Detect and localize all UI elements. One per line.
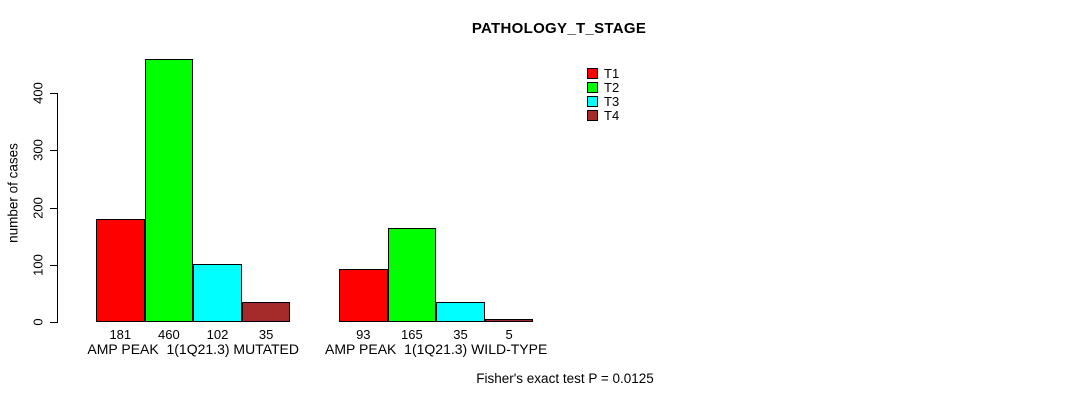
legend-item-t1: T1 — [587, 66, 619, 81]
legend-label-t3: T3 — [604, 94, 620, 109]
y-tick-mark — [50, 264, 58, 266]
y-tick-mark — [50, 93, 58, 95]
y-tick-mark — [50, 207, 58, 209]
y-tick-mark — [50, 322, 58, 323]
pvalue-annotation: Fisher's exact test P = 0.0125 — [476, 371, 654, 386]
legend-item-t3: T3 — [587, 94, 619, 109]
y-axis-title: number of cases — [5, 143, 21, 243]
bar-value-label: 181 — [109, 327, 132, 342]
y-tick-label: 200 — [30, 196, 46, 219]
bar-value-label: 102 — [206, 327, 229, 342]
legend-label-t2: T2 — [604, 80, 620, 95]
bar-t3-mutated — [193, 263, 242, 322]
legend-swatch-t2 — [587, 82, 598, 93]
legend-swatch-t3 — [587, 96, 598, 107]
bar-value-label: 5 — [505, 327, 513, 342]
bar-value-label: 460 — [158, 327, 180, 342]
bar-t1-mutated — [96, 218, 145, 322]
group-label-mutated: AMP PEAK 1(1Q21.3) MUTATED — [87, 341, 299, 357]
y-tick-label: 400 — [30, 82, 46, 105]
chart-title: PATHOLOGY_T_STAGE — [471, 20, 647, 37]
bar-t4-mutated — [241, 301, 291, 322]
bar-t4-wild-type — [484, 319, 534, 322]
bar-value-label: 165 — [401, 327, 423, 342]
bar-t1-wild-type — [339, 268, 388, 322]
legend-label-t1: T1 — [604, 66, 620, 81]
y-tick-label: 0 — [30, 318, 46, 326]
legend-swatch-t4 — [587, 110, 598, 121]
bar-value-label: 35 — [258, 327, 274, 342]
legend-item-t4: T4 — [587, 108, 619, 123]
y-tick-label: 300 — [30, 139, 46, 162]
bar-t3-wild-type — [436, 301, 485, 322]
legend-item-t2: T2 — [587, 80, 619, 95]
y-tick-mark — [50, 150, 58, 152]
bar-t2-mutated — [144, 59, 194, 322]
y-tick-label: 100 — [30, 253, 46, 276]
bar-value-label: 93 — [356, 327, 371, 342]
bar-value-label: 35 — [453, 327, 468, 342]
legend-label-t4: T4 — [604, 108, 620, 123]
legend-swatch-t1 — [587, 68, 598, 79]
group-label-wild-type: AMP PEAK 1(1Q21.3) WILD-TYPE — [325, 341, 548, 357]
bar-t2-wild-type — [387, 227, 437, 322]
